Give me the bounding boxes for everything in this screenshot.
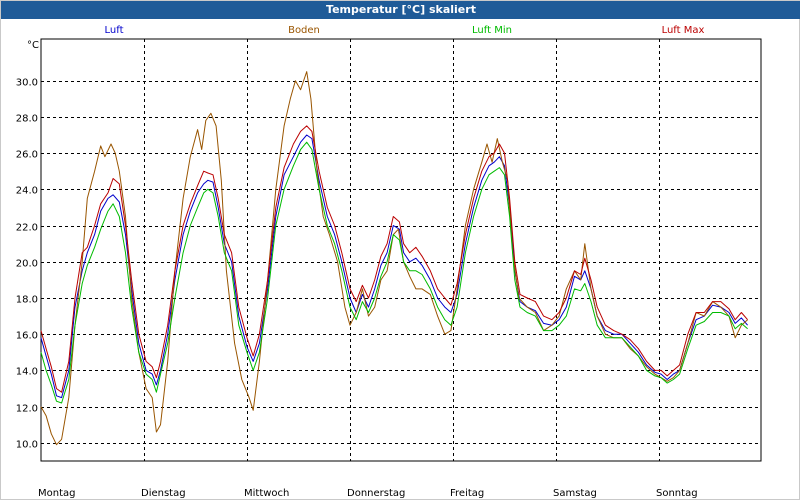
series-lines — [40, 71, 748, 446]
temperature-chart: 10.0 12.0 14.0 16.0 18.0 20.0 22.0 24.0 26.0 28.0… — [16, 25, 762, 499]
legend: Luft Boden Luft Min Luft Max — [105, 25, 705, 36]
series-line-boden — [40, 71, 748, 446]
tick-labels: 10.0 12.0 14.0 16.0 18.0 20.0 22.0 24.0 26.0 28.0… — [16, 40, 698, 499]
x-tick-day: Samstag — [553, 488, 597, 499]
y-tick-label: 10.0 — [16, 440, 38, 451]
y-tick-label: 24.0 — [16, 186, 38, 197]
legend-item-boden: Boden — [288, 25, 320, 36]
legend-item-luft: Luft — [105, 25, 124, 36]
y-tick-label: 30.0 — [16, 78, 38, 89]
x-tick-day: Freitag — [450, 488, 484, 499]
y-tick-label: 16.0 — [16, 331, 38, 342]
x-tick-day: Dienstag — [141, 488, 186, 499]
series-line-luft — [40, 134, 748, 399]
y-tick-label: 14.0 — [16, 367, 38, 378]
y-tick-label: 18.0 — [16, 295, 38, 306]
legend-item-luft-max: Luft Max — [662, 25, 705, 36]
y-tick-label: 28.0 — [16, 114, 38, 125]
y-tick-label: 20.0 — [16, 259, 38, 270]
x-tick-day: Donnerstag — [347, 488, 405, 499]
plot-frame — [40, 38, 762, 462]
legend-item-luft-min: Luft Min — [472, 25, 512, 36]
y-axis-unit: °C — [27, 40, 39, 51]
y-tick-label: 22.0 — [16, 223, 38, 234]
y-tick-label: 12.0 — [16, 404, 38, 415]
x-tick-day: Montag — [38, 488, 75, 499]
x-tick-day: Mittwoch — [244, 488, 289, 499]
x-tick-day: Sonntag — [656, 488, 698, 499]
series-line-luft-max — [40, 125, 748, 393]
axes — [40, 38, 762, 462]
series-line-luft-min — [40, 141, 748, 404]
y-tick-label: 26.0 — [16, 150, 38, 161]
chart-title: Temperatur [°C] skaliert — [1, 1, 800, 19]
